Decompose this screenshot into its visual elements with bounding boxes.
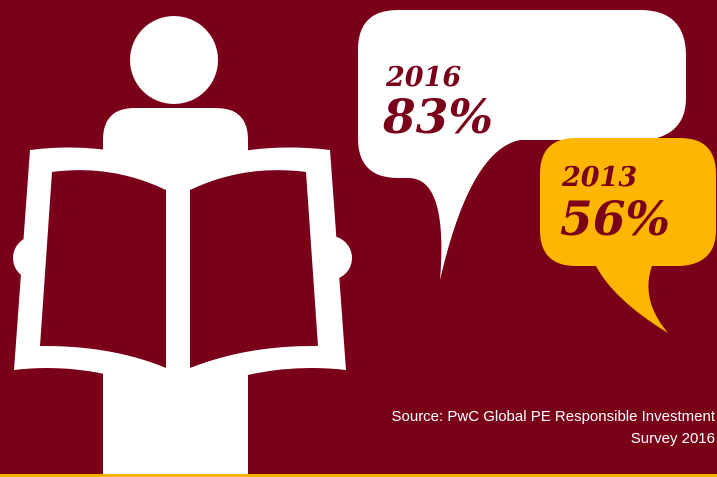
category-label-2013: 2013 xyxy=(562,162,638,193)
speech-bubble-icon xyxy=(540,138,716,333)
source-note: Source: PwC Global PE Responsible Invest… xyxy=(295,406,716,450)
value-label-2013: 56% xyxy=(560,192,671,247)
person-head xyxy=(130,16,218,104)
speech-bubble-2016 xyxy=(358,10,686,280)
open-book-icon xyxy=(14,147,346,400)
source-line-2: Survey 2016 xyxy=(630,430,715,447)
category-label-2016: 2016 xyxy=(386,62,462,93)
speech-bubble-icon xyxy=(358,10,686,280)
book-right-page xyxy=(190,170,318,368)
source-line-1: Source: PwC Global PE Responsible Invest… xyxy=(391,408,716,425)
bottom-accent-line xyxy=(0,474,717,477)
speech-bubble-2013 xyxy=(540,138,716,333)
value-label-2016: 83% xyxy=(383,90,494,145)
book-left-page xyxy=(40,170,166,368)
